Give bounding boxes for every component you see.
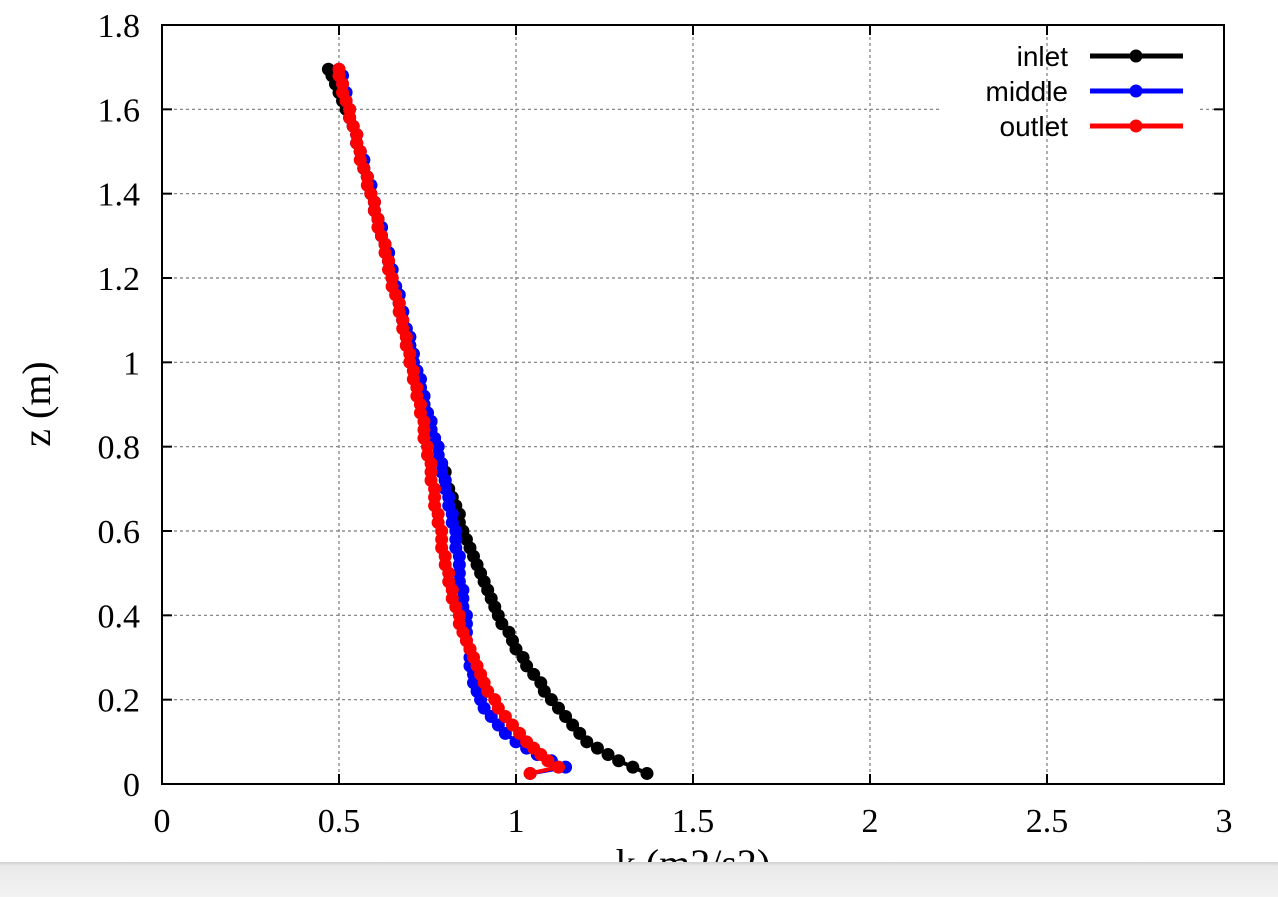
data-point-outlet (332, 62, 346, 76)
y-tick-label: 0.4 (98, 598, 141, 635)
legend-swatch-marker (1129, 84, 1143, 98)
data-point-inlet (612, 754, 626, 768)
x-tick-label: 2 (862, 803, 879, 840)
legend-item-inlet: inlet (1017, 41, 1183, 72)
legend-item-outlet: outlet (1000, 111, 1183, 142)
legend-swatch-marker (1129, 49, 1143, 63)
data-point-outlet (551, 760, 565, 774)
data-point-outlet (523, 766, 537, 780)
y-tick-label: 1.6 (98, 92, 141, 129)
legend-label: inlet (1017, 41, 1069, 72)
y-tick-label: 1.2 (98, 261, 141, 298)
data-point-inlet (321, 62, 335, 76)
x-tick-label: 3 (1216, 803, 1233, 840)
grid (162, 25, 1224, 784)
bottom-edge-shadow (0, 862, 1278, 897)
y-tick-label: 0.2 (98, 683, 141, 720)
legend-label: middle (986, 76, 1068, 107)
series-outlet (332, 62, 565, 780)
y-tick-label: 1.4 (98, 177, 141, 214)
data-point-inlet (590, 741, 604, 755)
x-tick-label: 2.5 (1026, 803, 1069, 840)
series-line-inlet (326, 68, 648, 776)
legend: inlet middle outlet (986, 41, 1183, 142)
y-tick-label: 1 (123, 345, 140, 382)
legend-swatch-marker (1129, 119, 1143, 133)
x-tick-label: 1.5 (672, 803, 715, 840)
series-inlet (321, 62, 654, 780)
y-tick-label: 1.8 (98, 8, 141, 45)
legend-item-middle: middle (986, 76, 1183, 107)
y-tick-label: 0.8 (98, 430, 141, 467)
legend-label: outlet (1000, 111, 1069, 142)
y-axis-title: z (m) (14, 361, 59, 447)
x-tick-label: 0 (154, 803, 171, 840)
data-point-inlet (640, 766, 654, 780)
data-point-inlet (601, 747, 615, 761)
x-tick-label: 0.5 (318, 803, 361, 840)
y-tick-label: 0.6 (98, 514, 141, 551)
plot-series (321, 62, 654, 780)
axis-ticks: 0 0.5 1 1.5 2 2.5 3 0 0.2 0.4 0.6 0.8 1 1.2 1.4 1.6 1.8 (98, 8, 1233, 840)
x-tick-label: 1 (508, 803, 525, 840)
y-tick-label: 0 (123, 767, 140, 804)
data-point-inlet (626, 760, 640, 774)
